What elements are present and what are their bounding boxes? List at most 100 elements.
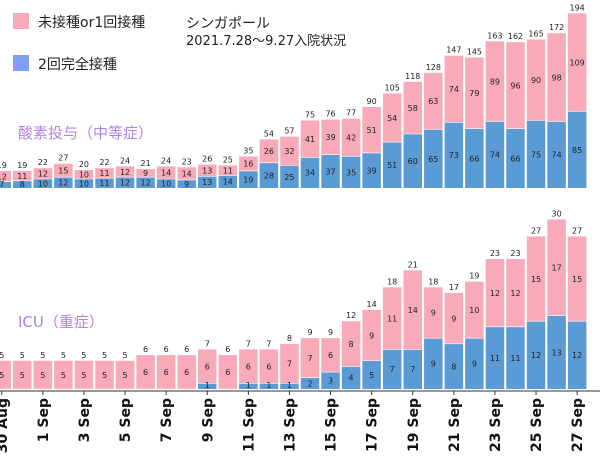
- icu-bar-full: [403, 349, 422, 389]
- icu-label-full: 1: [205, 381, 210, 390]
- icu-bar-full: [547, 315, 566, 389]
- oxygen-label-full: 85: [572, 146, 582, 155]
- icu-bar-unvaccinated: [218, 355, 238, 389]
- oxygen-label-total: 77: [346, 109, 356, 118]
- x-axis-ticks: 30 Aug 1 Sep 3 Sep 5 Sep 7 Sep 9 Sep 11 Sep 13 …: [0, 391, 586, 453]
- oxygen-label-unvaccinated: 96: [510, 81, 520, 90]
- icu-bar-unvaccinated: [424, 287, 443, 339]
- oxygen-label-unvaccinated: 58: [408, 104, 418, 113]
- oxygen-bar-full: [54, 177, 73, 188]
- icu-bars: 5555555555555566666616766167167178279369…: [0, 210, 587, 390]
- icu-bar-full: [280, 383, 299, 389]
- icu-bar-unvaccinated: [13, 360, 32, 389]
- icu-label-full: 9: [431, 360, 436, 369]
- oxygen-bar-unvaccinated: [403, 81, 422, 134]
- icu-label-unvaccinated: 15: [531, 275, 541, 284]
- icu-bar-unvaccinated: [259, 349, 279, 384]
- oxygen-label-total: 21: [141, 159, 151, 168]
- oxygen-bar-full: [0, 181, 11, 188]
- oxygen-label-full: 35: [346, 168, 356, 177]
- oxygen-label-full: 75: [531, 150, 541, 159]
- oxygen-bar-unvaccinated: [444, 55, 464, 123]
- oxygen-label-total: 75: [305, 111, 315, 120]
- oxygen-bar-full: [156, 179, 176, 188]
- oxygen-label-unvaccinated: 9: [143, 169, 148, 178]
- icu-bar-full: [239, 383, 258, 389]
- icu-bar-full: [259, 383, 279, 389]
- oxygen-label-total: 105: [385, 84, 400, 93]
- icu-label-total: 6: [225, 345, 230, 354]
- icu-label-total: 9: [307, 328, 312, 337]
- icu-bar-full: [424, 338, 443, 389]
- oxygen-label-full: 10: [38, 180, 48, 189]
- oxygen-label-total: 24: [120, 156, 130, 165]
- oxygen-bar-unvaccinated: [424, 72, 443, 130]
- x-tick-label: 9 Sep: [200, 398, 216, 442]
- oxygen-bar-full: [424, 129, 443, 188]
- oxygen-label-unvaccinated: 32: [284, 147, 294, 156]
- oxygen-bars: 7121981119101222121527101020111122121224…: [0, 3, 587, 189]
- oxygen-bar-unvaccinated: [280, 136, 299, 166]
- icu-label-total: 12: [346, 311, 356, 320]
- legend-swatch-full: [13, 55, 29, 71]
- icu-bar-unvaccinated: [54, 360, 73, 389]
- oxygen-bar-unvaccinated: [74, 170, 94, 179]
- icu-bar-unvaccinated: [280, 343, 299, 384]
- oxygen-label-full: 51: [387, 161, 397, 170]
- icu-label-total: 6: [164, 345, 169, 354]
- icu-label-total: 8: [287, 334, 292, 343]
- icu-label-total: 5: [102, 351, 107, 360]
- oxygen-label-full: 12: [141, 179, 151, 188]
- oxygen-bar-unvaccinated: [485, 41, 505, 122]
- icu-label-full: 5: [369, 371, 374, 380]
- icu-label-unvaccinated: 6: [184, 368, 189, 377]
- icu-label-full: 2: [307, 379, 312, 388]
- x-tick-label: 3 Sep: [77, 398, 93, 442]
- icu-bar-unvaccinated: [485, 259, 505, 327]
- icu-bar-unvaccinated: [198, 349, 217, 384]
- oxygen-label-unvaccinated: 90: [531, 76, 541, 85]
- oxygen-label-full: 8: [20, 180, 25, 189]
- icu-label-total: 6: [143, 345, 148, 354]
- oxygen-label-unvaccinated: 12: [120, 168, 130, 177]
- oxygen-label-unvaccinated: 14: [182, 170, 192, 179]
- oxygen-bar-full: [74, 179, 94, 188]
- icu-label-total: 5: [81, 351, 86, 360]
- icu-bar-full: [567, 321, 587, 389]
- icu-label-unvaccinated: 8: [349, 340, 354, 349]
- oxygen-label-full: 19: [243, 175, 253, 184]
- oxygen-label-full: 74: [490, 151, 500, 160]
- oxygen-label-total: 165: [528, 30, 543, 39]
- icu-label-total: 7: [205, 339, 210, 348]
- oxygen-bar-unvaccinated: [506, 42, 525, 129]
- icu-label-unvaccinated: 15: [572, 275, 582, 284]
- oxygen-label-unvaccinated: 74: [449, 85, 459, 94]
- icu-label-unvaccinated: 6: [266, 362, 271, 371]
- x-tick-label: 21 Sep: [447, 398, 463, 452]
- icu-label-unvaccinated: 10: [469, 306, 479, 315]
- oxygen-label-full: 34: [305, 169, 315, 178]
- icu-label-unvaccinated: 7: [307, 354, 312, 363]
- icu-bar-unvaccinated: [74, 360, 94, 389]
- oxygen-bar-unvaccinated: [341, 118, 361, 157]
- oxygen-label-full: 74: [552, 151, 562, 160]
- icu-label-unvaccinated: 9: [431, 309, 436, 318]
- oxygen-bar-unvaccinated: [259, 139, 279, 163]
- icu-label-total: 18: [428, 277, 438, 286]
- oxygen-bar-full: [485, 121, 505, 188]
- icu-label-unvaccinated: 6: [205, 362, 210, 371]
- oxygen-label-total: 90: [367, 97, 377, 106]
- icu-label-unvaccinated: 5: [0, 371, 4, 380]
- icu-bar-full: [198, 383, 217, 389]
- oxygen-label-unvaccinated: 14: [161, 169, 171, 178]
- icu-bar-full: [485, 326, 505, 389]
- x-tick-label: 17 Sep: [365, 398, 381, 452]
- oxygen-bar-full: [115, 177, 135, 188]
- oxygen-bar-unvaccinated: [95, 168, 114, 179]
- oxygen-label-unvaccinated: 26: [264, 147, 274, 156]
- icu-label-full: 12: [531, 351, 541, 360]
- x-tick-label: 30 Aug: [0, 398, 11, 453]
- oxygen-bar-full: [136, 177, 155, 188]
- oxygen-label-unvaccinated: 11: [17, 172, 27, 181]
- oxygen-label-unvaccinated: 42: [346, 134, 356, 143]
